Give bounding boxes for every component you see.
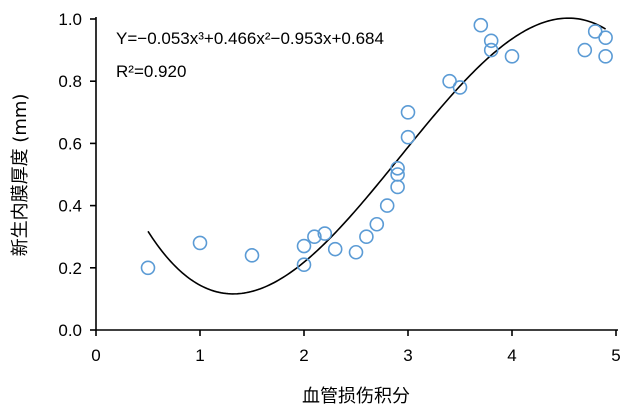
- data-point: [296, 238, 312, 254]
- x-tick-label: 5: [611, 346, 620, 365]
- y-tick-label: 0.4: [58, 197, 82, 216]
- equation-label: Y=−0.053x³+0.466x²−0.953x+0.684: [116, 29, 384, 48]
- data-point: [442, 73, 457, 89]
- data-point: [483, 33, 499, 49]
- data-point: [400, 105, 416, 120]
- data-point: [452, 80, 468, 95]
- y-tick-label: 0.8: [58, 72, 82, 91]
- data-point: [390, 179, 405, 195]
- data-point: [192, 235, 208, 251]
- y-tick-label: 0.2: [58, 259, 82, 278]
- data-point: [244, 248, 260, 263]
- data-point: [369, 216, 385, 232]
- x-tick-label: 2: [299, 346, 308, 365]
- data-point: [400, 129, 416, 145]
- axes: 0 1 2 3 4 5 0.0 0.2 0.4 0.6 0.8 1.0: [58, 10, 620, 365]
- data-point: [598, 30, 613, 45]
- data-point: [390, 160, 405, 176]
- data-point: [348, 244, 364, 260]
- data-point: [317, 226, 333, 241]
- data-point: [307, 229, 322, 244]
- data-point: [577, 42, 593, 58]
- y-tick-label: 1.0: [58, 10, 82, 29]
- r-squared-label: R²=0.920: [116, 62, 186, 81]
- y-tick-label: 0.0: [58, 321, 82, 340]
- data-point: [359, 229, 374, 244]
- fit-layer: [147, 17, 607, 295]
- data-point: [473, 17, 489, 33]
- y-axis-title: 新生内膜厚度 (mm): [10, 94, 31, 257]
- data-point: [140, 260, 156, 276]
- y-tick-label: 0.6: [58, 134, 82, 153]
- data-point: [587, 24, 603, 39]
- x-tick-label: 4: [507, 346, 516, 365]
- data-point: [379, 198, 395, 213]
- data-point: [327, 241, 343, 257]
- data-point: [483, 42, 499, 58]
- points-layer: [140, 17, 613, 276]
- fit-curve: [147, 17, 607, 295]
- data-point: [504, 49, 520, 64]
- data-point: [296, 257, 312, 272]
- data-point: [598, 49, 613, 64]
- x-tick-label: 0: [91, 346, 100, 365]
- x-tick-label: 3: [403, 346, 412, 365]
- data-point: [390, 167, 405, 182]
- x-tick-label: 1: [195, 346, 204, 365]
- x-axis-title: 血管损伤积分: [302, 386, 410, 407]
